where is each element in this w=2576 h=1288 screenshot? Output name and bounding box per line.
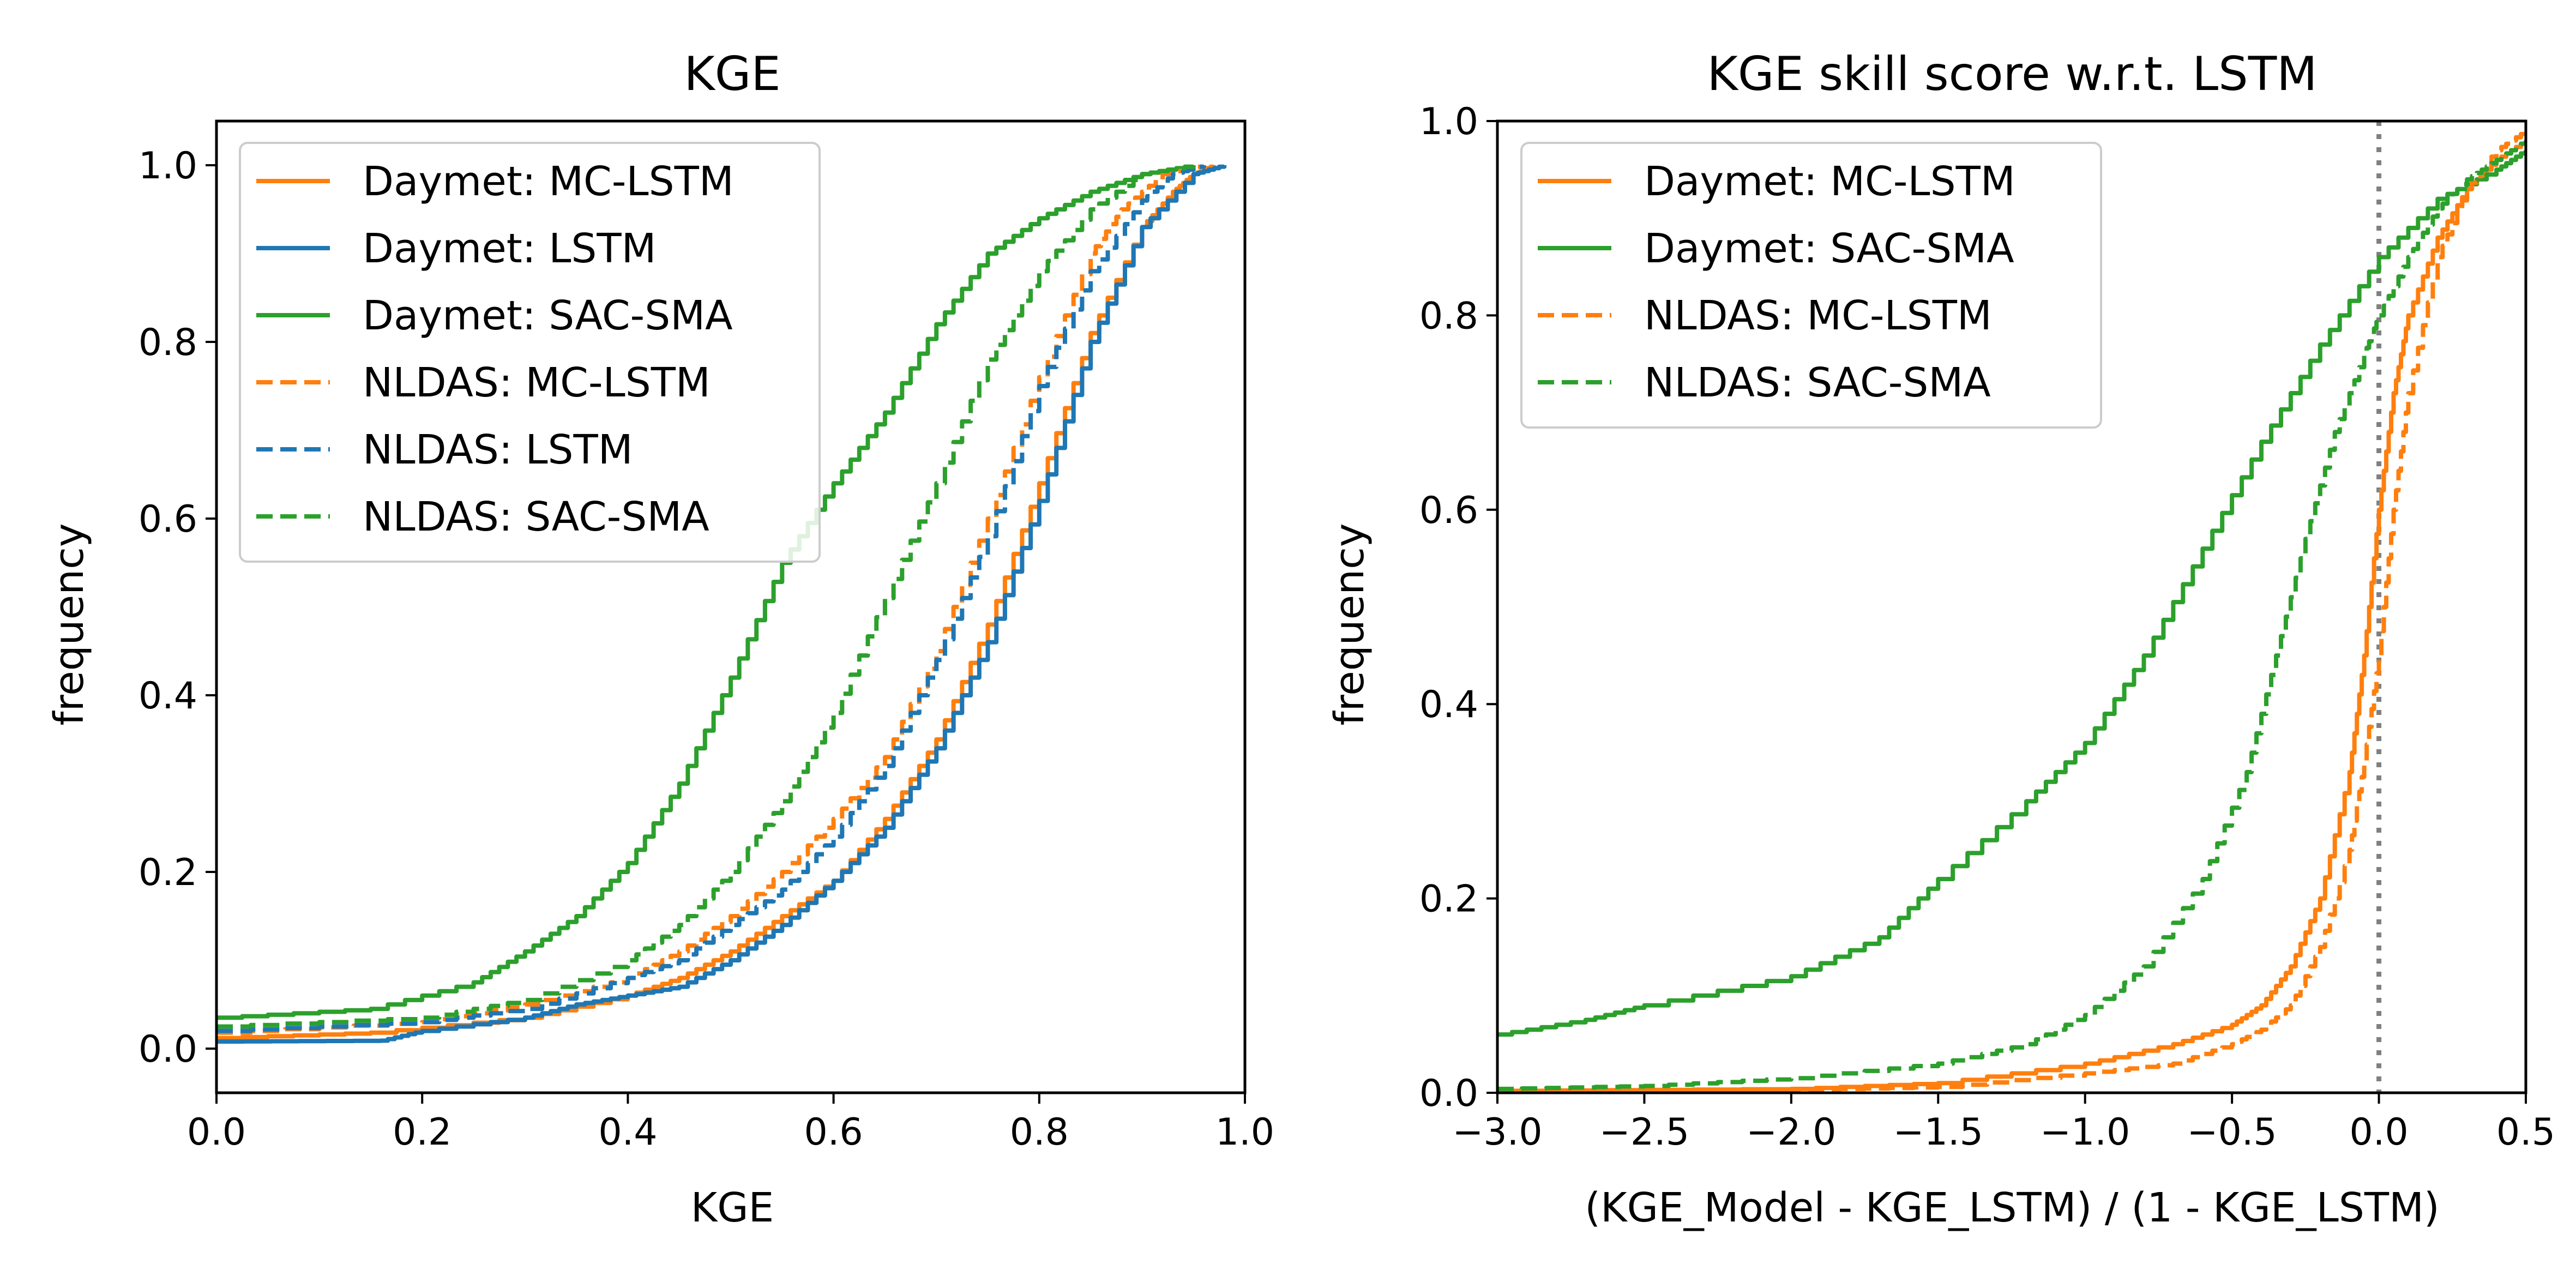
x-tick-label: 0.0 [2349, 1111, 2408, 1154]
legend-label: Daymet: SAC-SMA [363, 292, 733, 339]
axes-frame [215, 119, 1247, 1094]
plot-area [1497, 121, 2526, 1093]
series-line-nldas-mc-lstm [216, 164, 1206, 1035]
chart-title: KGE [684, 47, 780, 101]
series-line-nldas-mc-lstm [1497, 130, 2526, 1093]
y-tick-label: 1.0 [139, 145, 197, 188]
y-tick-label: 0.0 [139, 1028, 197, 1071]
x-tick-label: −2.0 [1746, 1111, 1836, 1154]
y-tick-label: 1.0 [1419, 100, 1478, 143]
legend-label: Daymet: LSTM [363, 225, 656, 272]
y-tick-label: 0.8 [139, 321, 197, 364]
x-tick-label: 0.4 [598, 1111, 657, 1154]
y-tick-label: 0.6 [1419, 489, 1478, 532]
legend-label: NLDAS: MC-LSTM [1644, 292, 1992, 339]
legend-label: NLDAS: SAC-SMA [1644, 359, 1991, 406]
axes-frame [1496, 119, 2527, 1094]
x-tick-label: 0.0 [187, 1111, 246, 1154]
x-tick-label: −2.5 [1599, 1111, 1689, 1154]
axis-ticks: −3.0 −2.5 −2.0 −1.5 −1.0 −0.5 0.0 0.5 0.0 0.2 0.4 0… [1419, 100, 2555, 1154]
y-tick-label: 0.8 [1419, 294, 1478, 338]
y-tick-label: 0.0 [1419, 1072, 1478, 1115]
x-tick-label: 0.5 [2496, 1111, 2555, 1154]
y-tick-label: 0.2 [139, 851, 197, 894]
series-line-nldas-sac-sma [1497, 140, 2526, 1091]
legend-label: Daymet: MC-LSTM [363, 158, 734, 205]
y-axis-label: frequency [1326, 523, 1373, 725]
x-tick-label: 0.6 [804, 1111, 863, 1154]
x-tick-label: 1.0 [1215, 1111, 1274, 1154]
legend-label: NLDAS: LSTM [363, 426, 633, 473]
series-line-nldas-lstm [216, 164, 1206, 1033]
x-axis-label: KGE [691, 1184, 774, 1231]
axis-ticks: 0.0 0.2 0.4 0.6 0.8 1.0 0.0 0.2 0.4 0.6 0.8 1.0 [139, 145, 1274, 1154]
legend-label: Daymet: MC-LSTM [1644, 158, 2015, 205]
series-line-daymet-lstm [216, 164, 1227, 1044]
legend-label: Daymet: SAC-SMA [1644, 225, 2014, 272]
chart-title: KGE skill score w.r.t. LSTM [1707, 47, 2318, 101]
x-tick-label: −3.0 [1452, 1111, 1542, 1154]
kge-panel: KGE KGE frequency 0.0 0.2 0.4 0.6 0.8 1.00.00… [46, 47, 1274, 1231]
x-tick-label: −1.0 [2040, 1111, 2130, 1154]
x-tick-label: −0.5 [2187, 1111, 2277, 1154]
legend-label: NLDAS: SAC-SMA [363, 493, 709, 540]
y-tick-label: 0.4 [1419, 683, 1478, 726]
plot-area [216, 164, 1227, 1044]
legend-box [239, 142, 821, 563]
skill-score-panel: KGE skill score w.r.t. LSTM (KGE_Model -… [1326, 47, 2555, 1231]
legend-box [1520, 142, 2102, 429]
y-tick-label: 0.2 [1419, 878, 1478, 921]
x-tick-label: 0.8 [1010, 1111, 1069, 1154]
series-line-daymet-sac-sma [1497, 150, 2526, 1037]
x-axis-label: (KGE_Model - KGE_LSTM) / (1 - KGE_LSTM) [1585, 1184, 2440, 1231]
x-tick-label: −1.5 [1893, 1111, 1983, 1154]
y-axis-label: frequency [46, 523, 93, 725]
series-line-daymet-mc-lstm [1497, 140, 2526, 1093]
legend: Daymet: MC-LSTM Daymet: SAC-SMA NLDAS: MC-… [1520, 142, 2102, 429]
legend-label: NLDAS: MC-LSTM [363, 359, 711, 406]
legend: Daymet: MC-LSTM Daymet: LSTM Daymet: SAC-S… [239, 142, 821, 563]
y-tick-label: 0.6 [139, 498, 197, 541]
y-tick-label: 0.4 [139, 675, 197, 718]
x-tick-label: 0.2 [393, 1111, 452, 1154]
